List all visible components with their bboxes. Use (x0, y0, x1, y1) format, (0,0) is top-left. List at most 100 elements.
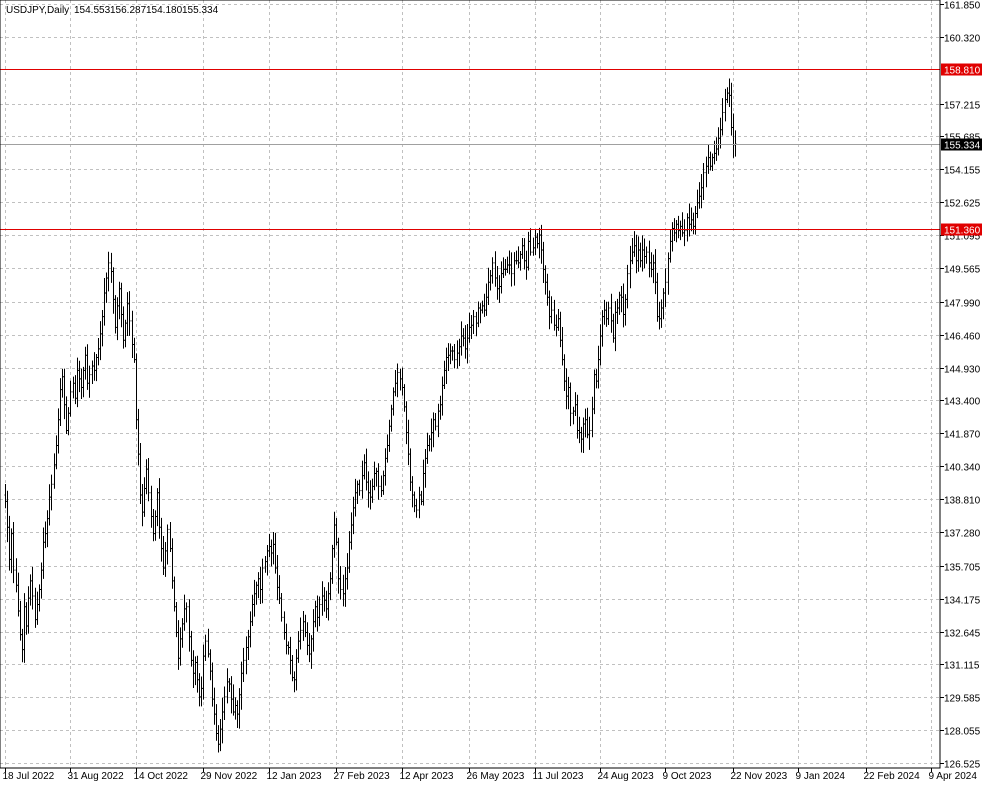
ohlc-bar (669, 229, 672, 263)
ohlc-bar (78, 360, 81, 393)
ohlc-bar (546, 273, 549, 306)
level-label-text: 158.810 (944, 66, 981, 77)
y-tick-label: 137.280 (944, 529, 981, 540)
header-high-value: 156.287 (110, 5, 147, 16)
ohlc-bar (69, 380, 72, 417)
ohlc-bar (272, 531, 275, 565)
ohlc-bar (204, 634, 207, 661)
ohlc-bar (498, 275, 501, 303)
ohlc-bar (211, 662, 214, 707)
ohlc-bar (192, 650, 195, 689)
ohlc-bar (468, 312, 471, 343)
ohlc-bar (306, 622, 309, 656)
ohlc-bar (358, 479, 361, 496)
ohlc-bar (321, 581, 324, 616)
y-tick-label: 149.565 (944, 265, 981, 276)
ohlc-bar (232, 684, 235, 716)
level-label-box (941, 138, 982, 151)
ohlc-bar (453, 344, 456, 369)
ohlc-bar (105, 272, 108, 303)
ohlc-bar (354, 478, 357, 517)
ohlc-bar (462, 328, 465, 347)
ohlc-bar (481, 300, 484, 314)
ohlc-bar (637, 236, 640, 272)
ohlc-bar (74, 375, 77, 405)
ohlc-bar (8, 515, 11, 571)
ohlc-bar (12, 522, 15, 584)
ohlc-bar (717, 127, 720, 156)
x-tick-label: 22 Feb 2024 (864, 771, 921, 782)
ohlc-bar (639, 242, 642, 268)
ohlc-bar (502, 257, 505, 279)
ohlc-bar (348, 531, 351, 573)
ohlc-bar (289, 636, 292, 675)
ohlc-bar (392, 387, 395, 416)
time-axis[interactable]: 18 Jul 2022 31 Aug 2022 14 Oct 2022 29 Nov … (3, 768, 978, 782)
ohlc-bar (215, 704, 218, 741)
ohlc-bar (57, 408, 60, 454)
ohlc-bar (595, 369, 598, 389)
ohlc-bar (276, 554, 279, 601)
ohlc-bar (310, 635, 313, 669)
ohlc-bar (122, 306, 125, 349)
ohlc-bar (240, 661, 243, 710)
ohlc-bar (327, 582, 330, 621)
ohlc-bar (116, 297, 119, 341)
ohlc-bar (510, 252, 513, 287)
ohlc-bar (209, 649, 212, 681)
ohlc-bar (223, 686, 226, 720)
ohlc-bar (291, 654, 294, 682)
ohlc-bar (350, 512, 353, 550)
ohlc-bar (506, 256, 509, 273)
ohlc-bar (44, 521, 47, 549)
ohlc-bar (515, 250, 518, 265)
ohlc-bar (36, 591, 39, 625)
ohlc-bar (19, 600, 22, 641)
ohlc-bar (29, 574, 32, 606)
ohlc-bar (280, 593, 283, 622)
x-tick-label: 14 Oct 2022 (134, 771, 189, 782)
ohlc-bar (329, 572, 332, 601)
ohlc-bar (386, 434, 389, 463)
ohlc-bar (707, 143, 710, 174)
ohlc-bar (550, 296, 553, 324)
ohlc-bar (84, 346, 87, 380)
ohlc-bar (15, 558, 18, 593)
horizontal-levels[interactable] (0, 69, 940, 230)
ohlc-bar (424, 449, 427, 488)
ohlc-bar (643, 238, 646, 269)
ohlc-bar (361, 460, 364, 499)
ohlc-bar (451, 346, 454, 361)
ohlc-bar (536, 233, 539, 249)
ohlc-bar (251, 594, 254, 626)
ohlc-bar (166, 524, 169, 565)
ohlc-bar (217, 725, 220, 753)
ohlc-bar (293, 671, 296, 693)
ohlc-bar (93, 352, 96, 381)
ohlc-bar (278, 575, 281, 604)
ohlc-bar (464, 325, 467, 359)
x-tick-label: 26 May 2023 (467, 771, 525, 782)
ohlc-bar (255, 581, 258, 605)
ohlc-bar (6, 490, 9, 543)
ohlc-bar (107, 251, 110, 292)
ohlc-bar (631, 238, 634, 265)
y-tick-label: 134.175 (944, 596, 981, 607)
ohlc-bar (143, 477, 146, 517)
price-axis[interactable]: 161.850 160.320 157.215 155.685 154.155 152.6… (940, 1, 981, 771)
ohlc-bar (494, 251, 497, 287)
ohlc-bar (399, 368, 402, 391)
ohlc-bar (287, 641, 290, 655)
ohlc-bar (396, 363, 399, 398)
ohlc-bar (487, 267, 490, 305)
ohlc-bar (532, 237, 535, 256)
y-tick-label: 155.685 (944, 133, 981, 144)
ohlc-bar (257, 572, 260, 599)
ohlc-bar (198, 673, 201, 707)
ohlc-bar (420, 490, 423, 506)
ohlc-bar (230, 676, 233, 714)
x-tick-label: 12 Apr 2023 (400, 771, 454, 782)
ohlc-bar (150, 485, 153, 528)
